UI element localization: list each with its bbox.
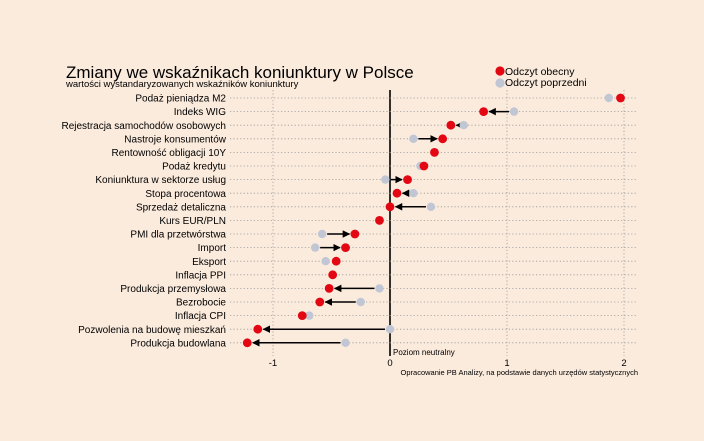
chart-row: Sprzedaż detaliczna — [136, 202, 636, 213]
previous-reading-dot — [459, 121, 468, 130]
previous-reading-dot — [341, 338, 350, 347]
source-note: Opracowanie PB Analizy, na podstawie dan… — [401, 368, 638, 377]
category-label: Rentowność obligacji 10Y — [111, 148, 226, 159]
chart-row: Kurs EUR/PLN — [159, 216, 636, 227]
chart-row: Bezrobocie — [176, 297, 636, 309]
x-tick-label: -1 — [269, 358, 277, 369]
category-label: Nastroje konsumentów — [124, 134, 226, 145]
current-reading-dot — [253, 324, 263, 334]
previous-reading-dot — [604, 93, 613, 103]
previous-reading-dot — [317, 229, 327, 239]
chart-row: Rejestracja samochodów osobowych — [61, 120, 636, 132]
x-tick-label: 0 — [387, 358, 392, 369]
current-reading-dot — [616, 93, 625, 103]
zero-level-label: Poziom neutralny — [393, 348, 455, 357]
category-label: Podaż pieniądza M2 — [135, 94, 226, 105]
previous-reading-dot — [409, 189, 418, 198]
current-reading-dot — [331, 256, 341, 266]
category-label: Import — [198, 243, 227, 254]
current-reading-dot — [375, 216, 384, 225]
chart-row: Inflacja CPI — [175, 311, 636, 322]
category-label: Stopa procentowa — [145, 189, 226, 200]
category-label: Kurs EUR/PLN — [159, 216, 226, 227]
previous-reading-dot — [305, 311, 314, 320]
current-reading-dot — [324, 284, 334, 293]
chart-row: Koniunktura w sektorze usług — [95, 175, 636, 186]
category-label: Rejestracja samochodów osobowych — [61, 121, 226, 132]
current-reading-dot — [341, 243, 350, 253]
current-reading-dot — [350, 229, 360, 239]
current-reading-dot — [438, 134, 448, 144]
category-label: Podaż kredytu — [162, 162, 226, 173]
chart-title: Zmiany we wskaźnikach koniunktury w Pols… — [66, 63, 414, 82]
current-reading-dot — [297, 311, 307, 320]
category-label: Koniunktura w sektorze usług — [95, 175, 226, 186]
x-axis: -1 0 1 2 — [269, 358, 627, 369]
category-label: Inflacja PPI — [175, 270, 226, 281]
previous-reading-dot — [356, 297, 365, 307]
category-label: Bezrobocie — [176, 298, 226, 309]
current-reading-dot — [315, 297, 325, 307]
current-reading-dot — [446, 120, 456, 130]
previous-reading-dot — [385, 325, 395, 334]
previous-reading-dot — [321, 257, 330, 266]
chart-row: Stopa procentowa — [145, 188, 636, 200]
category-label: Pozwolenia na budowę mieszkań — [78, 325, 226, 336]
previous-reading-dot — [381, 175, 390, 184]
x-tick-label: 2 — [621, 358, 626, 369]
category-label: Indeks WIG — [174, 107, 226, 118]
legend-previous-label: Odczyt poprzedni — [505, 77, 587, 89]
previous-reading-dot — [310, 243, 320, 252]
previous-reading-dot — [509, 107, 519, 116]
category-label: Sprzedaż detaliczna — [136, 202, 226, 213]
current-reading-dot — [385, 202, 395, 212]
previous-reading-dot — [375, 284, 384, 293]
current-reading-dot — [430, 148, 439, 157]
chart-row: Podaż kredytu — [162, 161, 636, 173]
chart-row: Indeks WIG — [174, 107, 636, 118]
gridlines — [272, 90, 625, 356]
category-label: PMI dla przetwórstwa — [130, 230, 226, 241]
chart-subtitle: wartości wystandaryzowanych wskaźników k… — [65, 79, 299, 90]
chart-row: Pozwolenia na budowę mieszkań — [78, 325, 636, 336]
chart-row: Inflacja PPI — [175, 270, 636, 281]
x-tick-label: 1 — [504, 358, 509, 369]
previous-reading-dot — [409, 134, 418, 143]
chart-row: Rentowność obligacji 10Y — [111, 148, 636, 159]
current-reading-dot — [419, 161, 429, 171]
data-rows: Podaż pieniądza M2 Indeks WIG Rejestracja … — [61, 93, 636, 349]
current-reading-dot — [403, 175, 412, 185]
chart-row: PMI dla przetwórstwa — [130, 229, 636, 241]
chart-row: Import — [198, 243, 636, 254]
previous-reading-dot — [426, 202, 436, 211]
current-reading-dot — [392, 188, 402, 198]
chart-row: Nastroje konsumentów — [124, 134, 636, 145]
category-label: Produkcja przemysłowa — [120, 284, 226, 295]
current-reading-dot — [242, 338, 252, 348]
chart-row: Eksport — [192, 257, 636, 268]
chart-row: Podaż pieniądza M2 — [135, 93, 636, 105]
legend: Odczyt obecny Odczyt poprzedni — [495, 66, 587, 89]
current-reading-dot — [328, 270, 338, 280]
chart-row: Produkcja przemysłowa — [120, 284, 636, 295]
category-label: Eksport — [192, 257, 226, 268]
current-reading-dot — [479, 107, 488, 116]
legend-current-label: Odczyt obecny — [505, 66, 575, 78]
legend-current-marker — [495, 66, 505, 76]
category-label: Inflacja CPI — [175, 311, 226, 322]
legend-previous-marker — [495, 78, 505, 88]
chart-row: Produkcja budowlana — [130, 338, 636, 349]
category-label: Produkcja budowlana — [130, 338, 226, 349]
